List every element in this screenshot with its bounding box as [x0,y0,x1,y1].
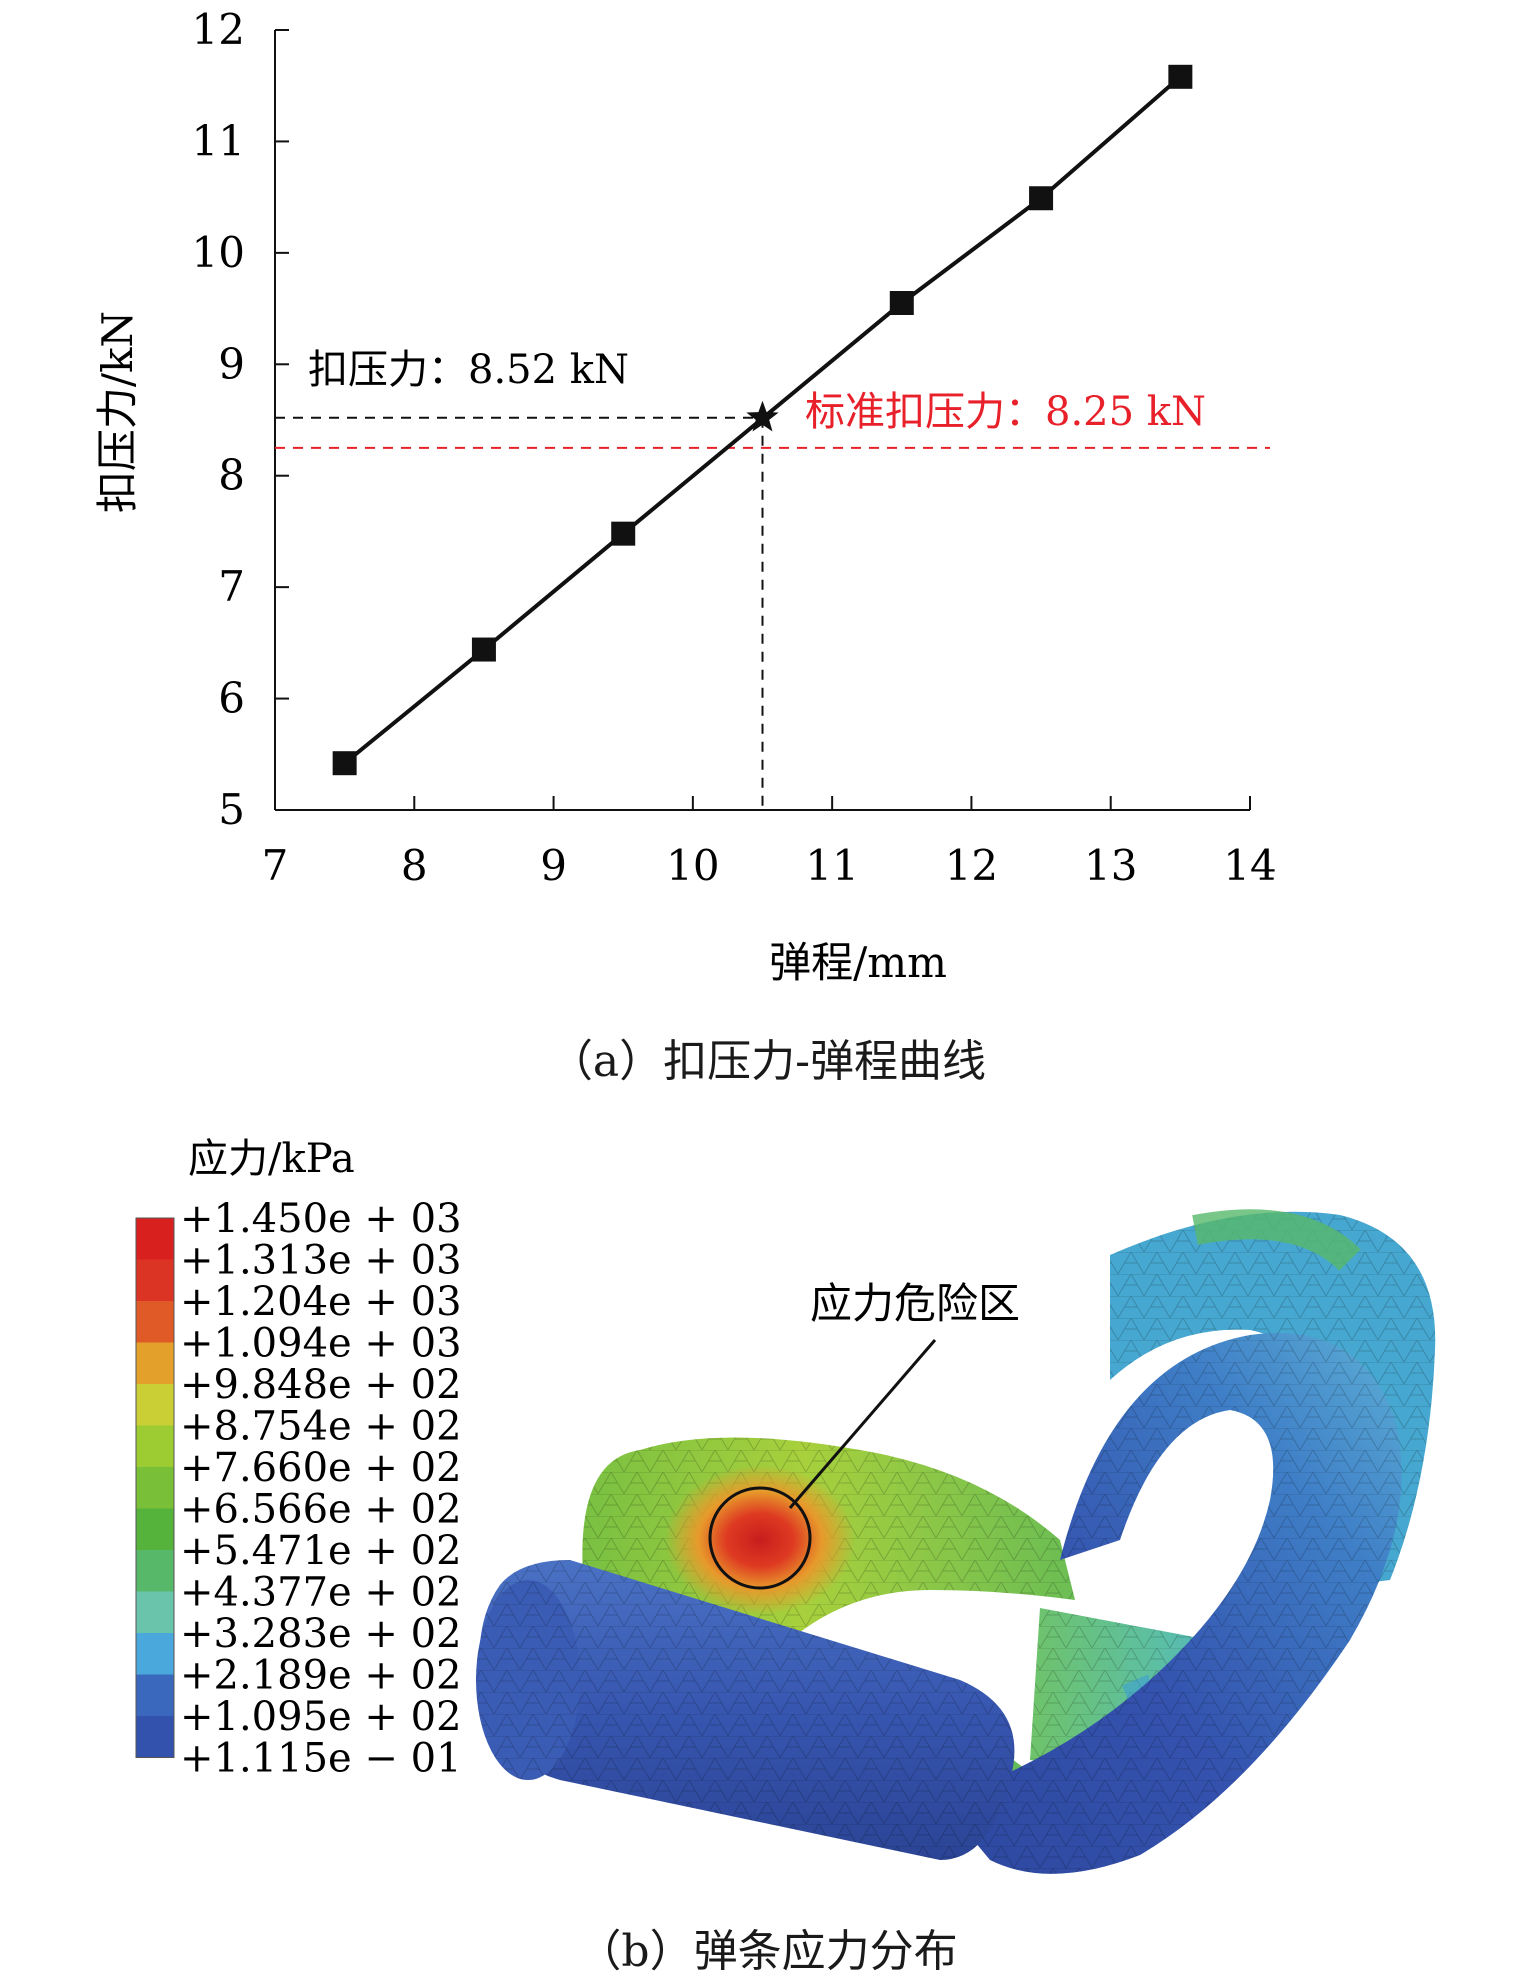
legend-level-label: +1.313e + 03 [180,1238,462,1284]
legend-level-label: +1.095e + 02 [180,1694,462,1740]
legend-title: 应力/kPa [188,1136,355,1182]
legend-swatch [136,1550,174,1592]
y-tick-label: 12 [192,5,245,54]
x-tick-label: 11 [805,841,858,890]
legend-level-label: +3.283e + 02 [180,1611,462,1657]
contour-legend-bar [135,1217,175,1758]
legend-swatch [136,1508,174,1550]
danger-zone-label: 应力危险区 [810,1279,1020,1328]
chart-axes [274,30,1250,811]
legend-swatch [136,1384,174,1426]
spring-foreground-tube [476,1560,1015,1860]
y-ticks: 5 6 7 8 9 10 11 12 [192,5,289,834]
legend-level-label: +1.115e − 01 [180,1736,462,1782]
legend-swatch [136,1425,174,1467]
legend-level-label: +1.204e + 03 [180,1279,462,1325]
legend-level-label: +1.450e + 03 [180,1196,462,1242]
legend-level-label: +8.754e + 02 [180,1404,462,1450]
data-point [1168,64,1193,89]
legend-swatch [136,1716,174,1758]
y-tick-label: 10 [192,228,245,277]
star-marker [746,400,779,432]
legend-level-label: +1.094e + 03 [180,1321,462,1367]
x-tick-label: 10 [666,841,719,890]
y-tick-label: 5 [218,785,245,834]
x-ticks: 7 8 9 10 11 12 13 14 [262,796,1277,890]
legend-level-label: +9.848e + 02 [180,1362,462,1408]
legend-level-label: +7.660e + 02 [180,1445,462,1491]
legend-level-label: +2.189e + 02 [180,1653,462,1699]
x-tick-label: 9 [540,841,567,890]
x-tick-label: 12 [945,841,998,890]
x-tick-label: 7 [262,841,289,890]
y-tick-label: 7 [218,562,245,611]
danger-zone-circle [708,1486,812,1590]
data-point [611,521,636,546]
legend-swatch [136,1259,174,1301]
legend-swatch [136,1633,174,1675]
force-travel-chart: 7 8 9 10 11 12 13 14 5 6 7 8 9 10 11 12 弹程/mm 扣压力/kN 扣… [93,5,1277,987]
legend-level-label: +6.566e + 02 [180,1487,462,1533]
data-point [332,751,357,776]
data-point [1029,186,1054,211]
data-point [889,291,914,315]
y-tick-label: 6 [218,674,245,723]
stress-distribution-figure: 应力/kPa +1.450e + 03+1.313e + 03+1.204e +… [135,1136,1436,1874]
legend-outline [135,1217,175,1758]
spring-diagonal-arm [940,1333,1402,1874]
y-tick-label: 11 [192,116,245,165]
caption-b: （b）弹条应力分布 [577,1926,958,1977]
marker-annotation: 扣压力：8.52 kN [308,347,629,393]
x-tick-label: 14 [1223,841,1276,890]
y-tick-label: 9 [218,339,245,388]
legend-swatch [136,1674,174,1716]
legend-swatch [136,1591,174,1633]
legend-swatch [136,1218,174,1260]
caption-a: （a）扣压力-弹程曲线 [548,1036,987,1087]
contour-legend-labels: +1.450e + 03+1.313e + 03+1.204e + 03+1.0… [180,1196,462,1782]
legend-level-label: +5.471e + 02 [180,1528,462,1574]
reference-annotation: 标准扣压力：8.25 kN [805,389,1206,435]
x-tick-label: 8 [401,841,428,890]
legend-swatch [136,1467,174,1509]
x-axis-label: 弹程/mm [769,938,947,987]
danger-zone-leader [788,1339,937,1509]
legend-swatch [136,1301,174,1343]
y-axis-label: 扣压力/kN [93,311,142,513]
x-tick-label: 13 [1084,841,1137,890]
data-points [332,64,1193,776]
y-tick-label: 8 [218,451,245,500]
reference-lines [275,416,1270,810]
data-point [471,637,496,662]
legend-level-label: +4.377e + 02 [180,1570,462,1616]
legend-swatch [136,1342,174,1384]
